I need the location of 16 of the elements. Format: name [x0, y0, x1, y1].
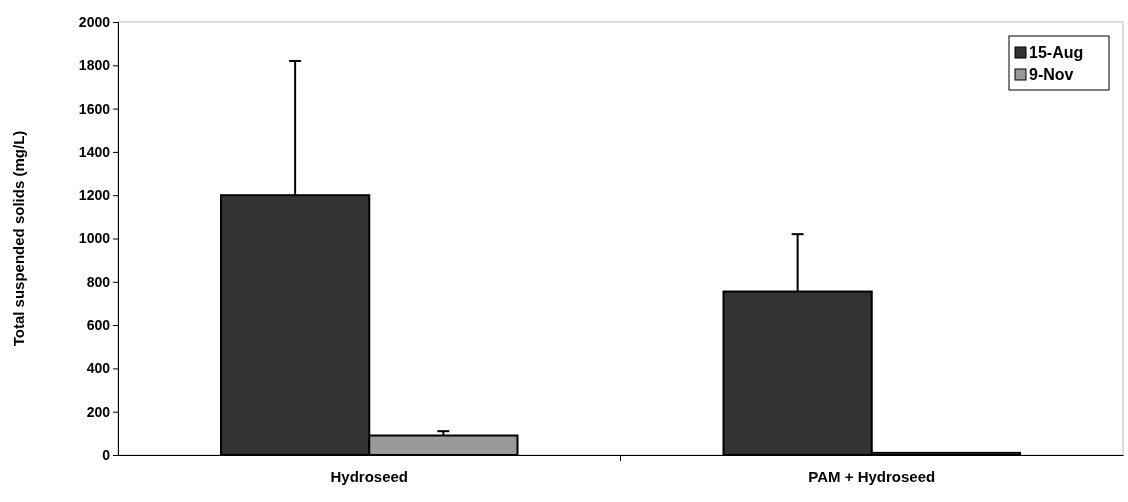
y-tick-label: 1400	[78, 143, 111, 160]
y-axis-title: Total suspended solids (mg/L)	[10, 130, 27, 347]
y-tick-label: 600	[86, 317, 111, 334]
y-tick-label: 800	[86, 273, 111, 290]
legend-label: 9-Nov	[1029, 66, 1074, 83]
y-tick-label: 1800	[78, 57, 111, 74]
y-tick-label: 1200	[78, 187, 111, 204]
y-tick-label: 200	[86, 403, 111, 420]
y-tick-label: 2000	[78, 13, 111, 30]
x-tick-label: Hydroseed	[330, 468, 409, 485]
y-tick-label: 1000	[78, 230, 111, 247]
y-tick-label: 0	[102, 446, 111, 463]
legend-label: 15-Aug	[1029, 44, 1084, 61]
y-tick-label: 1600	[78, 100, 111, 117]
x-tick-label: PAM + Hydroseed	[808, 468, 936, 485]
y-tick-label: 400	[86, 360, 111, 377]
